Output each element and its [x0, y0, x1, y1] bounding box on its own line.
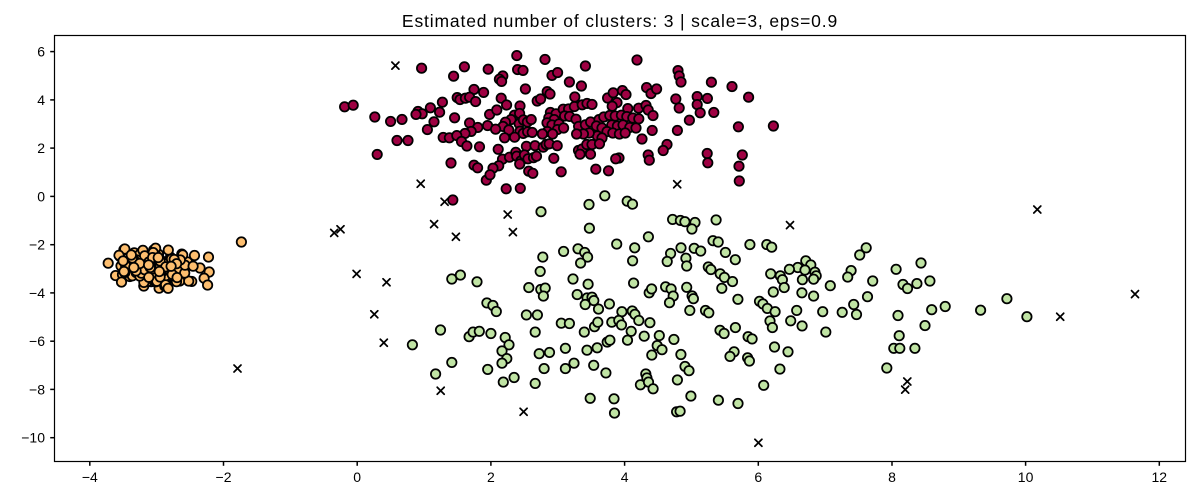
svg-text:−4: −4 [29, 285, 45, 301]
svg-text:4: 4 [37, 92, 45, 108]
svg-text:0: 0 [353, 469, 361, 485]
svg-text:−4: −4 [82, 469, 98, 485]
svg-text:−10: −10 [21, 430, 45, 446]
svg-text:−2: −2 [216, 469, 232, 485]
svg-text:2: 2 [37, 140, 45, 156]
svg-text:Estimated number of clusters:: Estimated number of clusters: 3 | scale=… [402, 11, 838, 31]
svg-text:8: 8 [888, 469, 896, 485]
svg-text:−6: −6 [29, 333, 45, 349]
svg-text:−8: −8 [29, 381, 45, 397]
svg-text:12: 12 [1152, 469, 1168, 485]
svg-text:4: 4 [621, 469, 629, 485]
svg-text:2: 2 [487, 469, 495, 485]
svg-text:6: 6 [37, 44, 45, 60]
svg-text:6: 6 [754, 469, 762, 485]
svg-text:−2: −2 [29, 237, 45, 253]
svg-text:0: 0 [37, 188, 45, 204]
svg-text:10: 10 [1018, 469, 1034, 485]
